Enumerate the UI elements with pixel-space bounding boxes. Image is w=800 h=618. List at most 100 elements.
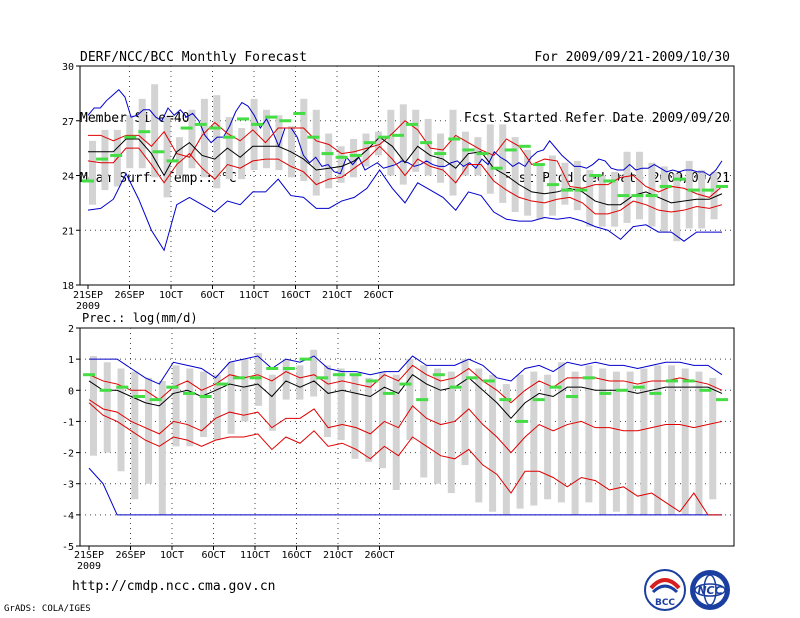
panel-0-spread-box	[325, 133, 333, 189]
panel-1-xtick-label: 26SEP	[115, 550, 145, 561]
panel-1-spread-box	[103, 362, 111, 453]
panel-1-xtick-label: 21SEP	[74, 550, 104, 561]
panel-0-ensemble-marker	[659, 184, 672, 188]
panel-0-spread-box	[499, 124, 507, 203]
panel-1-ensemble-marker	[516, 419, 529, 423]
panel-1-spread-box	[365, 377, 373, 462]
panel-0-spread-box	[424, 118, 432, 176]
panel-0-ensemble-marker	[180, 126, 193, 130]
panel-0-xtick-label: 26OCT	[363, 290, 393, 301]
panel-1-xtick-label: 11OCT	[240, 550, 270, 561]
panel-1-max-line	[89, 355, 723, 385]
panel-1-spread-box	[310, 349, 318, 397]
panel-0-spread-box	[151, 84, 159, 178]
panel-0-ensemble-marker	[321, 152, 334, 156]
panel-1-spread-box	[599, 368, 607, 515]
panel-1-ensemble-marker	[699, 388, 712, 392]
panel-1-ensemble-marker	[399, 382, 412, 386]
panel-1-ensemble-marker	[99, 388, 112, 392]
panel-1-ensemble-marker	[299, 357, 312, 361]
member-size: Member Size=40	[80, 110, 190, 126]
panel-0-upper-line	[88, 120, 723, 198]
panel-0-ensemble-marker	[265, 115, 278, 119]
panel-0-spread-box	[598, 175, 606, 227]
panel-1-ytick-label: 2	[68, 324, 74, 335]
panel-0-ensemble-marker	[208, 126, 221, 130]
panel-0-ensemble-marker	[406, 122, 419, 126]
ncc-logo-text: NCC	[697, 584, 722, 597]
panel-0-ensemble-marker	[617, 194, 630, 198]
panel-0-ensemble-marker	[222, 135, 235, 139]
panel-0-spread-box	[362, 133, 370, 167]
panel-0-ensemble-marker	[589, 174, 602, 177]
panel-0-ensemble-marker	[532, 163, 545, 167]
forecast-period: For 2009/09/21-2009/10/30	[534, 50, 730, 65]
panel-1-ensemble-marker	[199, 395, 212, 399]
panel-1-spread-box	[186, 368, 194, 447]
panel-0-ensemble-marker	[138, 130, 151, 134]
panel-0-xtick-label: 16OCT	[280, 290, 310, 301]
panel-1-ytick-label: -5	[62, 542, 74, 553]
panel-1-xtick-label: 6OCT	[201, 550, 225, 561]
panel-0-ensemble-marker	[462, 148, 475, 152]
panel-0-ensemble-marker	[293, 111, 306, 115]
panel-0-ensemble-marker	[236, 117, 249, 121]
panel-1-ytick-label: 1	[68, 355, 74, 366]
panel-1-spread-box	[268, 374, 276, 431]
chart-title: DERF/NCC/BCC Monthly Forecast	[80, 50, 307, 65]
panel-0-spread-box	[685, 160, 693, 229]
panel-1-spread-box	[612, 371, 620, 512]
panel-1-spread-box	[158, 380, 166, 515]
panel-0-lower-line	[87, 145, 723, 215]
panel-1-ensemble-marker	[232, 376, 245, 380]
panel-1-lower-line	[88, 399, 723, 454]
panel-0-spread-box	[536, 164, 544, 220]
panel-0-spread-box	[213, 95, 221, 189]
panel-1-spread-box	[406, 359, 414, 441]
panel-1-ensemble-marker	[349, 373, 362, 377]
panel-1-frame	[79, 327, 735, 547]
panel-1-ensemble-marker	[182, 391, 195, 395]
panel-0-ensemble-marker	[490, 166, 503, 170]
panel-1-ensemble-marker	[599, 391, 612, 395]
panel-0-spread-box	[374, 131, 382, 156]
panel-0-spread-box	[225, 117, 233, 180]
panel-1-spread-box	[571, 371, 579, 515]
panel-1-spread-box	[392, 374, 400, 490]
panel-0-spread-box	[176, 137, 184, 176]
panel-0-ensemble-marker	[448, 137, 461, 141]
source-url[interactable]: http://cmdp.ncc.cma.gov.cn	[72, 579, 276, 594]
panel-1-spread-box	[654, 365, 662, 515]
panel-1-spread-box	[378, 371, 386, 469]
panel-1-ensemble-marker	[716, 398, 728, 402]
panel-0-spread-box	[89, 140, 96, 205]
panel-0-spread-box	[461, 131, 469, 176]
panel-1-xtick-label: 21OCT	[323, 550, 353, 561]
panel-1-ensemble-marker	[449, 385, 462, 389]
panel-1-spread-box	[117, 368, 125, 472]
panel-1-spread-box	[434, 368, 442, 484]
panel-1-ensemble-marker	[282, 366, 295, 370]
panel-0-ensemble-marker	[645, 194, 658, 198]
panel-0-xtick-label: 21SEP	[73, 290, 103, 301]
panel-0-ensemble-marker	[518, 144, 531, 148]
panel-1-spread-box	[544, 374, 552, 500]
panel-1-ensemble-marker	[616, 388, 629, 392]
panel-0-xtick-label: 6OCT	[200, 290, 224, 301]
panel-0-xtick-label: 1OCT	[159, 290, 183, 301]
panel-0-ensemble-marker	[504, 148, 517, 152]
panel-1-lower2-line	[88, 402, 722, 516]
panel-0-ensemble-marker	[152, 150, 165, 154]
panel-1-spread-box	[323, 365, 331, 437]
panel-0-spread-box	[449, 109, 457, 196]
panel-1-ensemble-marker	[382, 391, 395, 395]
panel-0-spread-box	[710, 171, 718, 220]
panel-0-ensemble-marker	[420, 141, 433, 145]
panel-0-ensemble-marker	[335, 155, 348, 159]
panel-0-year-label: 2009	[76, 301, 100, 312]
panel-0-spread-box	[399, 104, 407, 185]
panel-1-spread-box	[695, 371, 703, 515]
panel-0-ytick-label: 30	[62, 62, 74, 73]
panel-0-ensemble-marker	[166, 159, 179, 163]
